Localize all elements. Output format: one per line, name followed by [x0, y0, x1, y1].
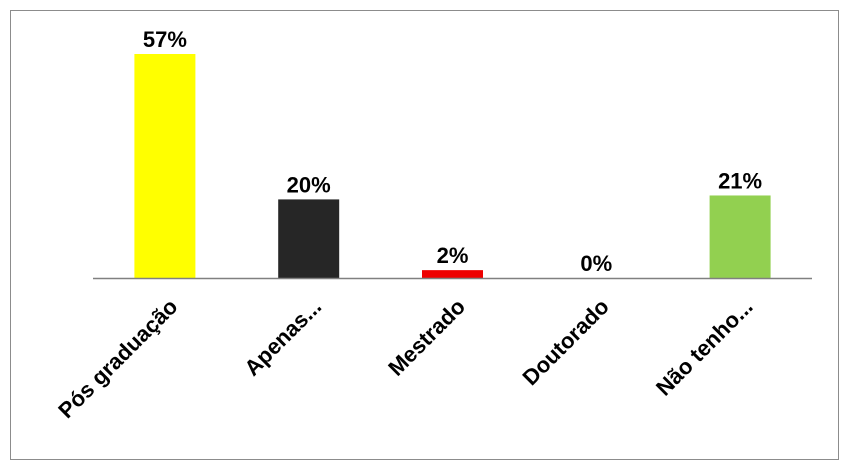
tick-label-nao-tenho: Não tenho... — [651, 294, 758, 401]
value-label-doutorado: 0% — [580, 251, 612, 276]
tick-label-apenas: Apenas... — [239, 294, 326, 381]
tick-label-pos-graduacao: Pós graduação — [53, 294, 182, 423]
bar-mestrado — [422, 270, 483, 278]
value-label-pos-graduacao: 57% — [143, 27, 187, 52]
value-labels-group: 57% 20% 2% 0% 21% — [143, 27, 762, 276]
bar-apenas — [278, 199, 340, 278]
tick-label-doutorado: Doutorado — [518, 294, 614, 390]
value-label-mestrado: 2% — [437, 243, 469, 268]
x-tick-labels-group: Pós graduação Apenas... Mestrado Doutorado N… — [53, 294, 757, 423]
bars-group — [134, 54, 771, 278]
bar-nao-tenho — [709, 195, 771, 278]
value-label-nao-tenho: 21% — [718, 168, 762, 193]
tick-label-mestrado: Mestrado — [383, 294, 470, 381]
bar-pos-graduacao — [134, 54, 196, 278]
value-label-apenas: 20% — [287, 172, 331, 197]
